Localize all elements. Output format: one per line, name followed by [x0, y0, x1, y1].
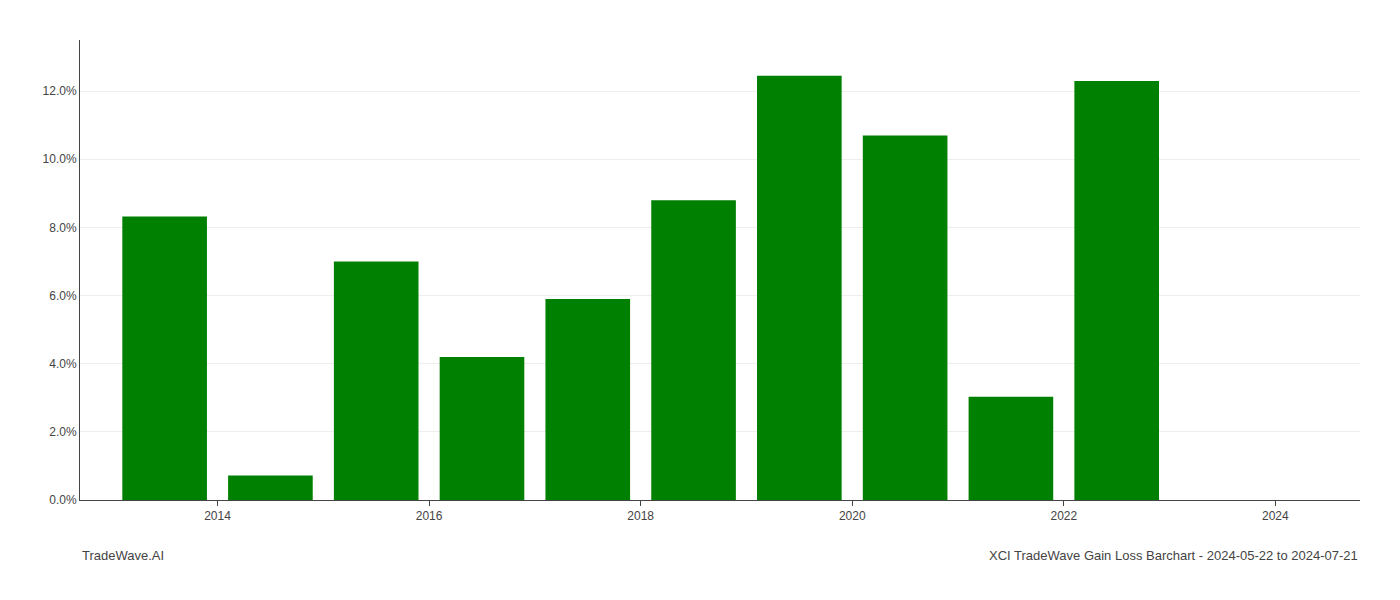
svg-text:XCI TradeWave Gain Loss Barcha: XCI TradeWave Gain Loss Barchart - 2024-… [989, 548, 1358, 563]
svg-text:8.0%: 8.0% [49, 221, 77, 235]
svg-text:10.0%: 10.0% [43, 152, 77, 166]
svg-text:4.0%: 4.0% [49, 357, 77, 371]
svg-text:2.0%: 2.0% [49, 425, 77, 439]
svg-text:6.0%: 6.0% [49, 289, 77, 303]
svg-text:2016: 2016 [416, 509, 443, 523]
svg-text:12.0%: 12.0% [43, 84, 77, 98]
svg-text:2024: 2024 [1262, 509, 1289, 523]
svg-text:0.0%: 0.0% [49, 493, 77, 507]
svg-text:2018: 2018 [627, 509, 654, 523]
svg-text:2014: 2014 [204, 509, 231, 523]
svg-text:TradeWave.AI: TradeWave.AI [82, 548, 164, 563]
svg-text:2020: 2020 [839, 509, 866, 523]
svg-text:2022: 2022 [1050, 509, 1077, 523]
